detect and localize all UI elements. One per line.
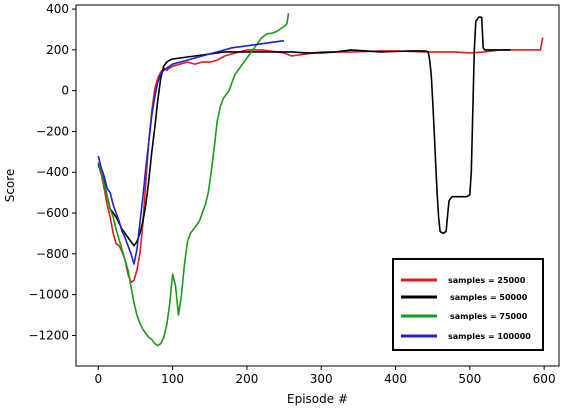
y-axis-label: Score [3,169,17,203]
y-tick-label: −800 [36,247,69,261]
series-line-4 [97,39,285,265]
y-tick-label: −200 [36,124,69,138]
x-tick-label: 200 [235,372,258,386]
y-tick-label: 0 [61,84,69,98]
y-tick-label: −600 [36,206,69,220]
y-tick-label: −1000 [28,288,69,302]
legend-entry-label: samples = 25000 [448,276,526,285]
y-axis: 400 200 0 −200 −400 −600 −800 −1000 −1200 [28,2,76,342]
x-tick-label: 400 [384,372,407,386]
y-tick-label: 200 [46,43,69,57]
legend-entry-label: samples = 75000 [450,312,528,321]
x-tick-label: 100 [161,372,184,386]
x-tick-label: 500 [458,372,481,386]
y-tick-label: −1200 [28,328,69,342]
series-layer [97,13,544,347]
series-line-2 [97,16,511,247]
y-tick-label: 400 [46,2,69,16]
plot-frame [75,4,560,367]
x-axis: 0 100 200 300 400 500 600 [94,366,556,386]
x-axis-label: Episode # [287,392,348,406]
x-tick-label: 0 [94,372,102,386]
legend: samples = 25000 samples = 50000 samples = … [392,258,544,351]
y-tick-label: −400 [36,165,69,179]
x-tick-label: 600 [533,372,556,386]
legend-entry-label: samples = 50000 [450,293,528,302]
series-line-3 [97,13,290,347]
legend-entry-label: samples = 100000 [448,332,531,341]
x-tick-label: 300 [310,372,333,386]
